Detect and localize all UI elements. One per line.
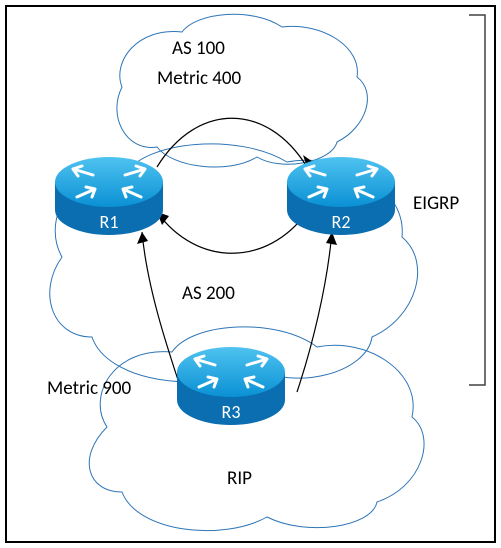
router-label: R2: [287, 211, 395, 233]
arrow-r3-r2: [297, 232, 332, 392]
clouds-layer: [7, 7, 498, 545]
label-eigrp: EIGRP: [413, 192, 459, 215]
router-r1: R1: [55, 157, 163, 235]
cloud-as100: [117, 14, 368, 167]
label-metric400: Metric 400: [157, 67, 241, 90]
arrow-mid-curve: [157, 212, 307, 253]
router-label: R3: [177, 401, 285, 423]
label-as200: AS 200: [182, 282, 235, 305]
label-metric900: Metric 900: [47, 377, 131, 400]
router-r2: R2: [287, 157, 395, 235]
arrow-r3-r1: [142, 232, 182, 392]
bracket-eigrp: [469, 15, 485, 385]
router-label: R1: [55, 211, 163, 233]
label-as100: AS 100: [172, 37, 225, 60]
diagram-frame: AS 100 Metric 400 EIGRP AS 200 Metric 90…: [5, 5, 496, 543]
router-r3: R3: [177, 347, 285, 425]
label-rip: RIP: [227, 467, 252, 490]
arrow-top-curve: [157, 118, 307, 167]
